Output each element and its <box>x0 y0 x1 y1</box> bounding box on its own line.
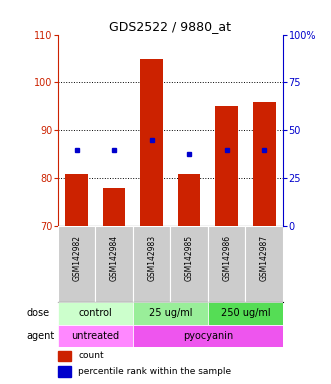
Text: GSM142985: GSM142985 <box>185 235 194 281</box>
Text: 250 ug/ml: 250 ug/ml <box>221 308 270 318</box>
Bar <box>215 106 238 226</box>
Bar <box>58 351 71 361</box>
Bar <box>133 324 283 348</box>
Text: GSM142982: GSM142982 <box>72 235 81 281</box>
Text: pyocyanin: pyocyanin <box>183 331 233 341</box>
Bar <box>246 226 283 302</box>
Bar <box>133 302 208 324</box>
Bar <box>178 174 201 226</box>
Bar <box>133 226 170 302</box>
Bar <box>208 226 246 302</box>
Text: count: count <box>78 351 104 361</box>
Text: GSM142984: GSM142984 <box>110 235 119 281</box>
Bar <box>140 58 163 226</box>
Bar <box>58 366 71 377</box>
Text: dose: dose <box>26 308 49 318</box>
Title: GDS2522 / 9880_at: GDS2522 / 9880_at <box>110 20 231 33</box>
Text: GSM142987: GSM142987 <box>260 235 269 281</box>
Text: GSM142986: GSM142986 <box>222 235 231 281</box>
Bar <box>95 226 133 302</box>
Bar <box>208 302 283 324</box>
Bar <box>58 302 133 324</box>
Bar <box>58 226 95 302</box>
Bar <box>66 174 88 226</box>
Bar <box>58 324 133 348</box>
Bar <box>253 102 275 226</box>
Text: control: control <box>78 308 112 318</box>
Text: 25 ug/ml: 25 ug/ml <box>149 308 192 318</box>
Text: GSM142983: GSM142983 <box>147 235 156 281</box>
Bar <box>170 226 208 302</box>
Text: percentile rank within the sample: percentile rank within the sample <box>78 367 231 376</box>
Text: untreated: untreated <box>71 331 119 341</box>
Bar <box>103 188 125 226</box>
Text: agent: agent <box>26 331 54 341</box>
